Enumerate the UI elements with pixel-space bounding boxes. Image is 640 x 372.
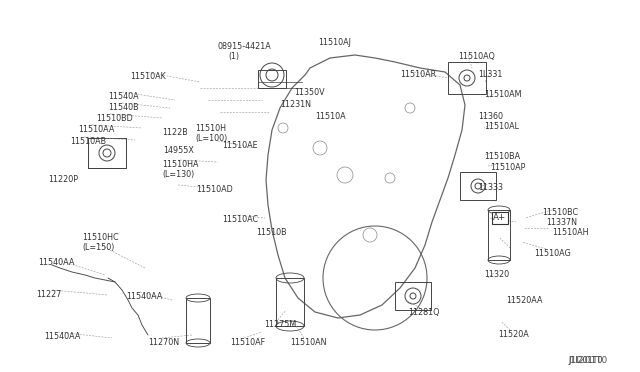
- Text: 11337N: 11337N: [546, 218, 577, 227]
- Text: 11231N: 11231N: [280, 100, 311, 109]
- Text: J1I201T0: J1I201T0: [568, 356, 607, 365]
- Text: 11510AF: 11510AF: [230, 338, 265, 347]
- Text: 11510HA: 11510HA: [162, 160, 198, 169]
- Text: 11510AD: 11510AD: [196, 185, 233, 194]
- Text: 11510AQ: 11510AQ: [458, 52, 495, 61]
- Text: 11520A: 11520A: [498, 330, 529, 339]
- Text: 11510AP: 11510AP: [490, 163, 525, 172]
- Text: 11540A: 11540A: [108, 92, 139, 101]
- Text: 11510BC: 11510BC: [542, 208, 578, 217]
- Text: 11510AJ: 11510AJ: [318, 38, 351, 47]
- Bar: [488, 210, 510, 260]
- Text: 11510HC: 11510HC: [82, 233, 118, 242]
- Text: 11510H: 11510H: [195, 124, 226, 133]
- Bar: [88, 138, 126, 168]
- Text: 11510AC: 11510AC: [222, 215, 258, 224]
- Text: A+: A+: [493, 214, 507, 222]
- Text: 1122B: 1122B: [162, 128, 188, 137]
- Text: 11510AM: 11510AM: [484, 90, 522, 99]
- Text: 11510AE: 11510AE: [222, 141, 258, 150]
- Text: (L=150): (L=150): [82, 243, 115, 252]
- Text: 11510A: 11510A: [315, 112, 346, 121]
- Text: 11227: 11227: [36, 290, 61, 299]
- Text: 11281Q: 11281Q: [408, 308, 440, 317]
- Text: 11510AL: 11510AL: [484, 122, 519, 131]
- Text: 11360: 11360: [478, 112, 503, 121]
- Bar: [276, 278, 304, 326]
- Text: 11270N: 11270N: [148, 338, 179, 347]
- Bar: [460, 172, 496, 200]
- Text: 11350V: 11350V: [294, 88, 324, 97]
- Text: 11275M: 11275M: [264, 320, 296, 329]
- Text: 11510AH: 11510AH: [552, 228, 589, 237]
- Text: 11510BA: 11510BA: [484, 152, 520, 161]
- Text: 11510AK: 11510AK: [130, 72, 166, 81]
- Text: 11510AN: 11510AN: [290, 338, 326, 347]
- Text: 08915-4421A: 08915-4421A: [218, 42, 272, 51]
- Text: 11510AA: 11510AA: [78, 125, 115, 134]
- Text: 11540AA: 11540AA: [38, 258, 74, 267]
- Text: 11520AA: 11520AA: [506, 296, 543, 305]
- Bar: [448, 62, 486, 94]
- Text: 11320: 11320: [484, 270, 509, 279]
- Text: 11333: 11333: [478, 183, 503, 192]
- Bar: [186, 298, 210, 343]
- Text: 11540AA: 11540AA: [126, 292, 163, 301]
- Text: (L=130): (L=130): [162, 170, 195, 179]
- Text: 11510AR: 11510AR: [400, 70, 436, 79]
- Text: 14955X: 14955X: [163, 146, 194, 155]
- Text: 11510B: 11510B: [256, 228, 287, 237]
- Bar: [258, 70, 286, 88]
- Text: (L=100): (L=100): [195, 134, 227, 143]
- Text: 11540AA: 11540AA: [44, 332, 81, 341]
- Text: J1I201T0: J1I201T0: [568, 356, 602, 365]
- Bar: [395, 282, 431, 310]
- Text: 11220P: 11220P: [48, 175, 78, 184]
- Text: 1L331: 1L331: [478, 70, 502, 79]
- Text: 11510BD: 11510BD: [96, 114, 132, 123]
- Text: 11510AB: 11510AB: [70, 137, 106, 146]
- Text: (1): (1): [228, 52, 239, 61]
- Text: 11510AG: 11510AG: [534, 249, 571, 258]
- Text: 11540B: 11540B: [108, 103, 139, 112]
